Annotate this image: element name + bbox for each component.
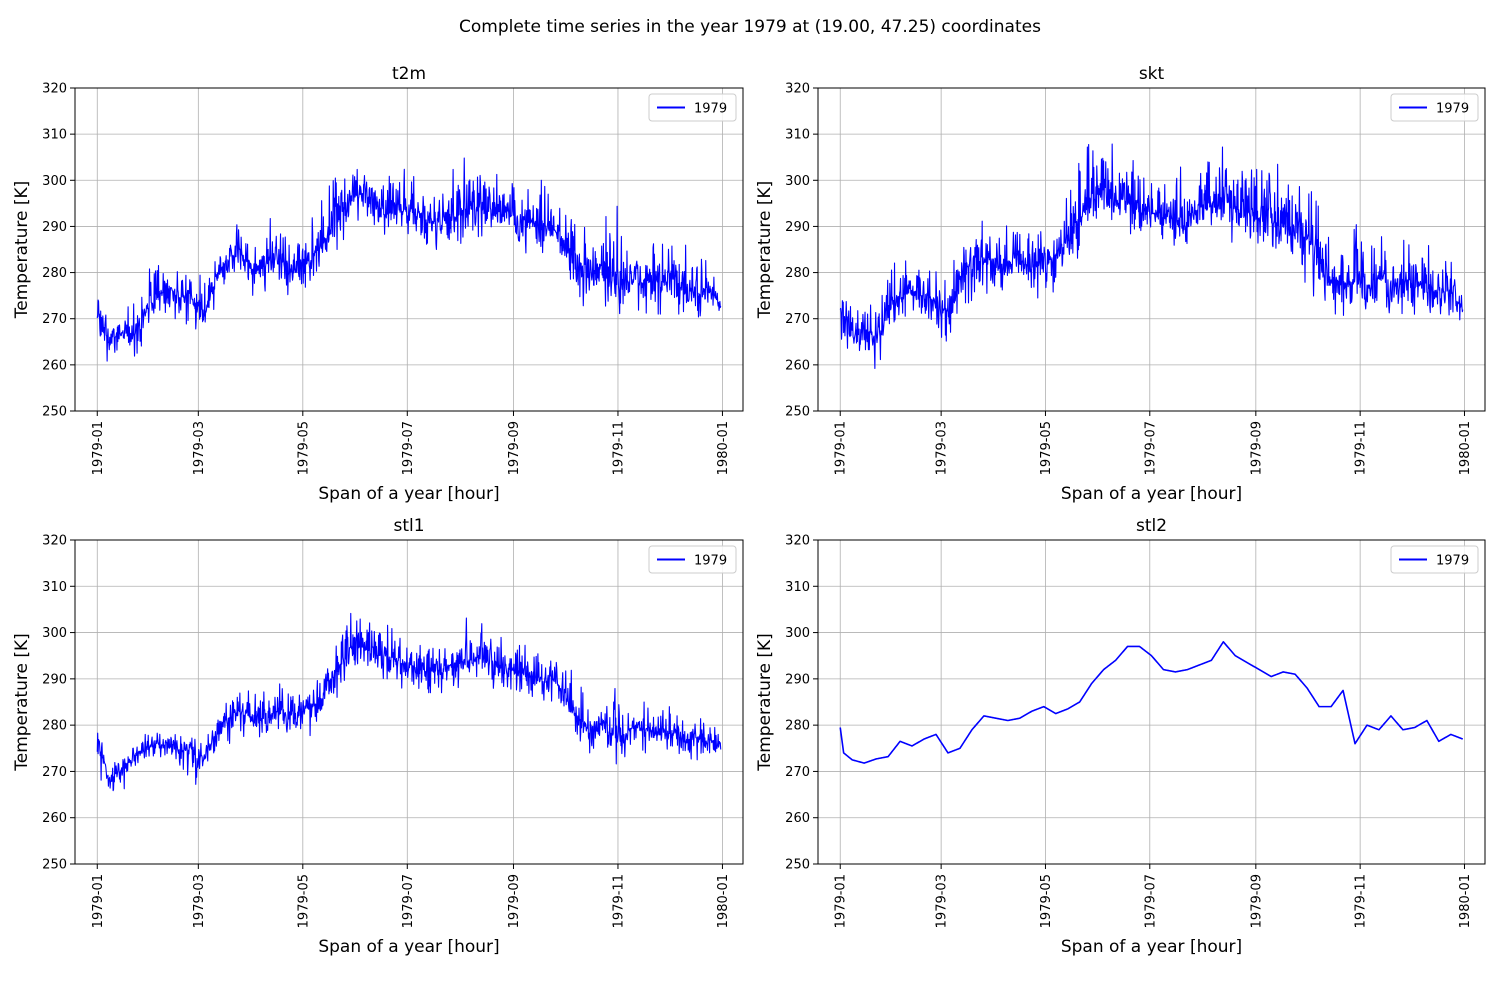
y-tick-label: 290 <box>42 220 67 235</box>
legend-label: 1979 <box>1436 102 1469 117</box>
y-tick-label: 270 <box>42 312 67 327</box>
x-tick-label: 1979-05 <box>1039 421 1054 475</box>
figure-title: Complete time series in the year 1979 at… <box>459 17 1041 37</box>
y-tick-label: 320 <box>785 82 810 97</box>
y-tick-label: 300 <box>785 174 810 189</box>
subplot-title: stl2 <box>1136 516 1167 536</box>
x-tick-label: 1979-07 <box>1143 874 1158 928</box>
y-tick-label: 270 <box>785 312 810 327</box>
legend-box <box>648 545 737 574</box>
y-tick-label: 250 <box>785 858 810 873</box>
x-tick-label: 1979-01 <box>91 874 106 928</box>
legend-box <box>1390 545 1479 574</box>
subplot-t2m: 250 260 270 280 290 300 310 320 1979-01 1979-03 19… <box>12 64 744 504</box>
x-tick-label: 1979-11 <box>611 874 626 928</box>
series-line-stl1 <box>96 612 722 792</box>
subplot-title: stl1 <box>393 516 424 536</box>
x-axis-label: Span of a year [hour] <box>318 484 499 504</box>
y-tick-label: 290 <box>785 220 810 235</box>
y-tick-label: 300 <box>785 626 810 641</box>
y-tick-label: 280 <box>42 719 67 734</box>
legend-box <box>648 93 737 122</box>
y-tick-label: 310 <box>785 580 810 595</box>
y-tick-label: 250 <box>42 405 67 420</box>
subplot-title: t2m <box>392 64 426 84</box>
y-tick-label: 250 <box>42 858 67 873</box>
x-axis-label: Span of a year [hour] <box>1061 484 1242 504</box>
x-tick-label: 1979-03 <box>935 421 950 475</box>
y-tick-label: 270 <box>42 765 67 780</box>
y-axis-label: Temperature [K] <box>12 633 32 772</box>
y-tick-label: 280 <box>785 266 810 281</box>
x-tick-label: 1979-11 <box>1354 421 1369 475</box>
x-tick-label: 1979-07 <box>401 421 416 475</box>
x-tick-label: 1979-01 <box>834 421 849 475</box>
x-tick-label: 1979-03 <box>192 421 207 475</box>
y-tick-label: 320 <box>42 534 67 549</box>
x-tick-label: 1979-05 <box>296 421 311 475</box>
subplot-stl1: 250 260 270 280 290 300 310 320 1979-01 1979-03 19… <box>12 516 744 957</box>
x-tick-label: 1980-01 <box>716 874 731 928</box>
y-tick-label: 260 <box>42 358 67 373</box>
y-tick-label: 310 <box>785 128 810 143</box>
x-tick-label: 1980-01 <box>1458 421 1473 475</box>
axes-frame <box>74 87 744 412</box>
x-axis-label: Span of a year [hour] <box>1061 937 1242 957</box>
legend-label: 1979 <box>1436 554 1469 569</box>
y-tick-label: 270 <box>785 765 810 780</box>
y-axis-label: Temperature [K] <box>755 633 775 772</box>
y-tick-label: 320 <box>785 534 810 549</box>
x-tick-label: 1979-01 <box>91 421 106 475</box>
axes-frame <box>817 87 1486 412</box>
y-tick-label: 280 <box>785 719 810 734</box>
series-line-skt <box>839 143 1464 370</box>
legend: 1979 <box>1390 545 1479 574</box>
x-tick-label: 1979-09 <box>1249 421 1264 475</box>
x-tick-label: 1979-05 <box>1039 874 1054 928</box>
y-tick-label: 260 <box>785 811 810 826</box>
legend: 1979 <box>1390 93 1479 122</box>
x-tick-label: 1979-11 <box>611 421 626 475</box>
x-tick-label: 1979-03 <box>935 874 950 928</box>
x-tick-label: 1980-01 <box>1458 874 1473 928</box>
subplot-stl2: 250 260 270 280 290 300 310 320 1979-01 1979-03 19… <box>755 516 1486 957</box>
y-tick-label: 320 <box>42 82 67 97</box>
y-tick-label: 290 <box>785 672 810 687</box>
y-tick-label: 250 <box>785 405 810 420</box>
x-tick-label: 1979-07 <box>1143 421 1158 475</box>
legend-label: 1979 <box>694 102 727 117</box>
legend-box <box>1390 93 1479 122</box>
legend-label: 1979 <box>694 554 727 569</box>
y-tick-label: 280 <box>42 266 67 281</box>
y-tick-label: 310 <box>42 128 67 143</box>
subplot-skt: 250 260 270 280 290 300 310 320 1979-01 1979-03 19… <box>755 64 1486 504</box>
x-tick-label: 1979-11 <box>1354 874 1369 928</box>
y-tick-label: 290 <box>42 672 67 687</box>
y-tick-label: 300 <box>42 174 67 189</box>
x-tick-label: 1979-03 <box>192 874 207 928</box>
y-tick-label: 300 <box>42 626 67 641</box>
x-tick-label: 1979-07 <box>401 874 416 928</box>
legend: 1979 <box>648 545 737 574</box>
x-tick-label: 1979-09 <box>507 421 522 475</box>
y-tick-label: 260 <box>42 811 67 826</box>
x-tick-label: 1979-09 <box>507 874 522 928</box>
subplot-title: skt <box>1139 64 1165 84</box>
y-tick-label: 310 <box>42 580 67 595</box>
axes-frame <box>74 539 744 865</box>
series-line-t2m <box>96 157 722 362</box>
x-tick-label: 1980-01 <box>716 421 731 475</box>
y-axis-label: Temperature [K] <box>12 181 32 320</box>
axes-frame <box>817 539 1486 865</box>
y-axis-label: Temperature [K] <box>755 181 775 320</box>
y-tick-label: 260 <box>785 358 810 373</box>
x-tick-label: 1979-01 <box>834 874 849 928</box>
x-tick-label: 1979-05 <box>296 874 311 928</box>
legend: 1979 <box>648 93 737 122</box>
x-axis-label: Span of a year [hour] <box>318 937 499 957</box>
x-tick-label: 1979-09 <box>1249 874 1264 928</box>
series-line-stl2 <box>839 641 1464 764</box>
